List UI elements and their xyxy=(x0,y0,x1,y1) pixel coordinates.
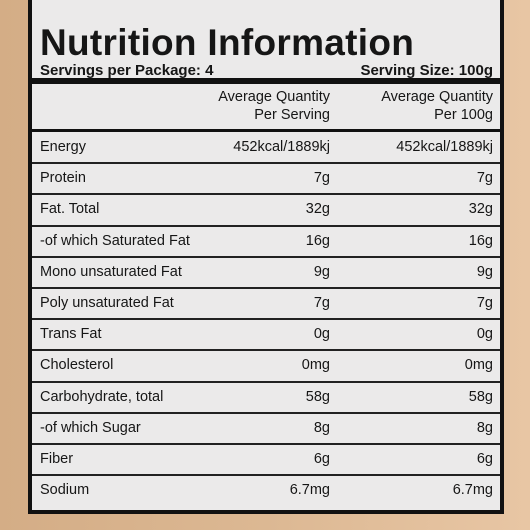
cell-value: 6g xyxy=(476,451,493,467)
cell-value: 0mg xyxy=(464,357,493,374)
cell-value: 32g xyxy=(305,201,330,218)
row-label: Mono unsaturated Fat xyxy=(40,263,182,280)
row-label: -of which Saturated Fat xyxy=(40,232,190,249)
cell-value: 16g xyxy=(468,232,493,249)
cell-value: 452kcal/1889kj xyxy=(233,139,330,155)
serving-size: Serving Size: 100g xyxy=(360,62,493,79)
row-rule xyxy=(32,443,500,445)
cell-value: 8g xyxy=(313,419,330,436)
cell-value: 58g xyxy=(468,388,493,405)
divider xyxy=(32,78,500,84)
row-label: Protein xyxy=(40,170,86,187)
row-rule xyxy=(32,349,500,352)
title: Nutrition Information xyxy=(40,22,415,63)
row-rule xyxy=(32,318,500,321)
row-label: -of which Sugar xyxy=(40,419,141,436)
cell-value: 7g xyxy=(476,295,493,311)
row-label: Poly unsaturated Fat xyxy=(40,295,174,311)
column-header: Per Serving xyxy=(254,107,330,123)
row-rule xyxy=(32,411,500,414)
cell-value: 9g xyxy=(313,263,330,280)
row-rule xyxy=(32,255,500,258)
cell-value: 7g xyxy=(313,170,330,187)
row-label: Cholesterol xyxy=(40,357,114,374)
row-rule xyxy=(32,380,500,383)
row-rule xyxy=(32,287,500,289)
cell-value: 6.7mg xyxy=(452,482,493,499)
cell-value: 8g xyxy=(476,419,493,436)
row-rule xyxy=(32,162,500,165)
cell-value: 7g xyxy=(313,295,330,311)
nutrition-label: Nutrition Information Servings per Packa… xyxy=(28,0,504,514)
cell-value: 6.7mg xyxy=(289,482,330,499)
cell-value: 452kcal/1889kj xyxy=(396,139,493,155)
cell-value: 16g xyxy=(305,232,330,249)
divider xyxy=(32,129,500,132)
row-label: Energy xyxy=(40,139,86,155)
column-header: Average Quantity xyxy=(218,89,330,105)
column-header: Per 100g xyxy=(434,107,493,123)
servings: Servings per Package: 4 xyxy=(40,62,214,79)
row-label: Carbohydrate, total xyxy=(40,388,164,405)
column-header: Average Quantity xyxy=(381,89,493,105)
row-label: Fat. Total xyxy=(40,201,100,218)
row-rule xyxy=(32,224,500,227)
row-label: Trans Fat xyxy=(40,326,102,343)
row-label: Sodium xyxy=(40,482,90,499)
row-rule xyxy=(32,193,500,196)
row-rule xyxy=(32,474,500,477)
cell-value: 6g xyxy=(313,451,330,467)
cell-value: 0g xyxy=(313,326,330,343)
cell-value: 0g xyxy=(476,326,493,343)
cell-value: 9g xyxy=(476,263,493,280)
cell-value: 32g xyxy=(468,201,493,218)
cell-value: 58g xyxy=(305,388,330,405)
cell-value: 7g xyxy=(476,170,493,187)
cell-value: 0mg xyxy=(301,357,330,374)
row-label: Fiber xyxy=(40,451,74,467)
